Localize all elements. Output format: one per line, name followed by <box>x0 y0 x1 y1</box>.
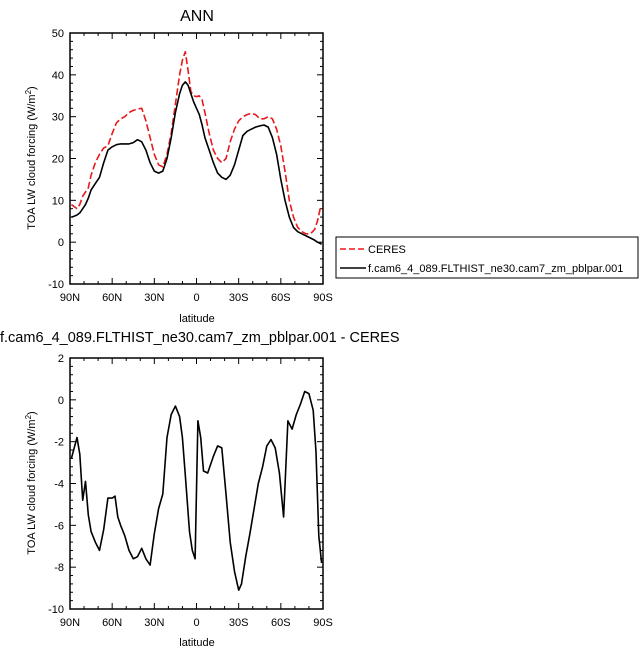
top-y-tick-label: 10 <box>52 195 64 207</box>
top-series-line-1 <box>71 81 323 245</box>
top-x-tick-label: 60N <box>102 292 122 304</box>
top-y-tick-label: 20 <box>52 154 64 166</box>
top-y-axis-label-main: TOA LW cloud forcing (W/m <box>26 94 38 229</box>
top-x-tick-label: 60S <box>271 292 291 304</box>
top-series-group <box>70 50 323 245</box>
bottom-x-tick-label: 60N <box>102 617 122 629</box>
top-panel: ANN 90N 60N 30N 0 30S 60S 90S -10 0 10 20 30 40 50 l… <box>24 8 333 325</box>
bottom-y-tick-labels: -10 -8 -6 -4 -2 0 2 <box>48 353 64 616</box>
bottom-x-tick-label: 60S <box>271 617 291 629</box>
bottom-plot-frame <box>69 357 324 610</box>
top-y-axis-label: TOA LW cloud forcing (W/m2) <box>24 86 38 229</box>
top-y-tick-label: 50 <box>52 28 64 40</box>
top-x-tick-label: 0 <box>193 292 199 304</box>
bottom-y-axis-label: TOA LW cloud forcing (W/m2) <box>24 411 38 554</box>
bottom-y-tick-label: -6 <box>54 520 64 532</box>
legend-label-model: f.cam6_4_089.FLTHIST_ne30.cam7_zm_pblpar… <box>368 263 623 275</box>
top-y-tick-label: 30 <box>52 112 64 124</box>
bottom-x-tick-label: 90S <box>313 617 333 629</box>
top-chart-title: ANN <box>180 8 214 25</box>
top-y-tick-label: 40 <box>52 70 64 82</box>
bottom-y-tick-label: 2 <box>58 353 64 365</box>
bottom-series-line-0 <box>70 390 323 592</box>
top-x-tick-label: 30S <box>229 292 249 304</box>
bottom-x-axis-label: latitude <box>179 637 214 649</box>
bottom-y-tick-label: -10 <box>48 604 64 616</box>
bottom-chart-title-text: f.cam6_4_089.FLTHIST_ne30.cam7_zm_pblpar… <box>0 330 400 346</box>
bottom-y-tick-label: -2 <box>54 437 64 449</box>
bottom-series-group <box>70 390 323 592</box>
legend-label-ceres: CERES <box>368 244 406 256</box>
top-ticks <box>69 32 324 285</box>
bottom-y-axis-label-sup: 2 <box>24 414 33 419</box>
bottom-x-tick-label: 90N <box>60 617 80 629</box>
bottom-x-tick-label: 30S <box>229 617 249 629</box>
bottom-y-axis-label-main: TOA LW cloud forcing (W/m <box>26 419 38 554</box>
top-y-axis-label-end: ) <box>26 86 38 90</box>
bottom-chart-title: f.cam6_4_089.FLTHIST_ne30.cam7_zm_pblpar… <box>0 330 400 346</box>
top-y-axis-label-sup: 2 <box>24 89 33 94</box>
top-x-tick-label: 30N <box>144 292 164 304</box>
bottom-x-tick-label: 0 <box>193 617 199 629</box>
top-series-line-0 <box>70 50 323 235</box>
bottom-y-tick-label: 0 <box>58 395 64 407</box>
legend-box <box>335 236 639 279</box>
bottom-x-tick-labels: 90N 60N 30N 0 30S 60S 90S <box>60 617 333 629</box>
top-y-tick-label: 0 <box>58 237 64 249</box>
top-y-tick-labels: -10 0 10 20 30 40 50 <box>48 28 64 291</box>
top-plot-frame <box>69 32 324 285</box>
top-x-axis-label: latitude <box>179 313 214 325</box>
top-x-tick-label: 90N <box>60 292 80 304</box>
legend: CERES f.cam6_4_089.FLTHIST_ne30.cam7_zm_… <box>335 236 639 279</box>
top-x-tick-labels: 90N 60N 30N 0 30S 60S 90S <box>60 292 333 304</box>
bottom-y-axis-label-end: ) <box>26 411 38 415</box>
top-y-tick-label: -10 <box>48 279 64 291</box>
bottom-panel: f.cam6_4_089.FLTHIST_ne30.cam7_zm_pblpar… <box>0 330 400 649</box>
bottom-y-tick-label: -4 <box>54 479 64 491</box>
bottom-y-tick-label: -8 <box>54 562 64 574</box>
bottom-x-tick-label: 30N <box>144 617 164 629</box>
top-x-tick-label: 90S <box>313 292 333 304</box>
